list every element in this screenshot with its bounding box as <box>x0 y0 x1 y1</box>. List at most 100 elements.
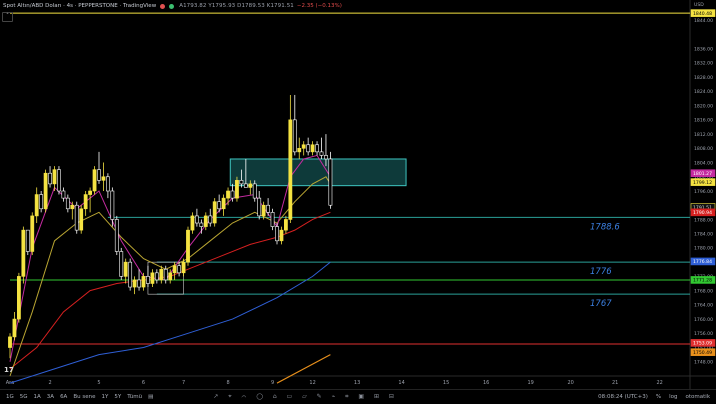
candle-body <box>319 151 324 156</box>
candle-body <box>74 204 79 231</box>
percent-toggle[interactable]: % <box>655 394 662 400</box>
x-tick-label: 22 <box>657 380 663 386</box>
candle-body <box>324 155 328 160</box>
candle-body <box>195 215 199 224</box>
price-tag-label: 1776.84 <box>693 259 712 265</box>
tradingview-logo: 17 <box>4 366 14 374</box>
price-tag-label: 1840.48 <box>693 11 712 17</box>
y-tick-label: 1844.00 <box>694 18 713 24</box>
candle-body <box>30 215 35 252</box>
candle-body <box>21 229 26 277</box>
candle-body <box>257 197 262 217</box>
price-tag <box>690 208 716 217</box>
status-dot-icon <box>160 3 166 9</box>
chevron-up-icon[interactable]: ˆ <box>2 12 13 22</box>
candle-body <box>137 279 141 288</box>
auto-toggle[interactable]: otomatik <box>685 394 710 400</box>
candle-body <box>243 183 248 188</box>
y-tick-label: 1800.00 <box>694 175 713 181</box>
x-tick-label: 21 <box>612 380 618 386</box>
range-1G[interactable]: 1G <box>6 394 14 400</box>
candle-body <box>70 204 75 210</box>
candle-body <box>48 172 52 185</box>
candle-body <box>275 226 279 242</box>
price-tag-label: 1790.94 <box>693 210 712 216</box>
currency-label: USD <box>694 2 704 8</box>
range-tumu[interactable]: Tümü <box>127 394 143 400</box>
candle-body <box>235 180 239 199</box>
candle-body <box>101 176 106 181</box>
price-tag-label: 1750.49 <box>693 350 712 356</box>
range-5Y[interactable]: 5Y <box>114 394 122 400</box>
y-tick-label: 1832.00 <box>694 61 713 67</box>
ema-orange-line <box>276 354 331 384</box>
candle-body <box>159 268 164 281</box>
x-tick-label: 9 <box>271 380 274 386</box>
candle-body <box>65 197 70 210</box>
candle-body <box>199 222 204 227</box>
y-tick-label: 1824.00 <box>694 89 713 95</box>
candle-body <box>177 265 182 274</box>
candle-body <box>16 276 21 320</box>
log-toggle[interactable]: log <box>669 394 678 400</box>
y-tick-label: 1768.00 <box>694 288 713 294</box>
x-tick-label: 13 <box>354 380 360 386</box>
x-tick-label: 15 <box>443 380 449 386</box>
candle-body <box>270 212 275 227</box>
range-6A[interactable]: 6A <box>60 394 68 400</box>
y-tick-label: 1748.00 <box>694 360 713 366</box>
candle-body <box>146 276 150 284</box>
range-bu-sene[interactable]: Bu sene <box>73 394 96 400</box>
candle-body <box>43 172 48 210</box>
x-tick-label: 6 <box>142 380 145 386</box>
candle-body <box>288 119 293 220</box>
x-tick-label: 14 <box>398 380 404 386</box>
y-tick-label: 1836.00 <box>694 46 713 52</box>
candle-body <box>83 194 88 210</box>
candle-body <box>328 158 333 206</box>
candle-body <box>61 190 66 199</box>
y-tick-label: 1756.00 <box>694 331 713 337</box>
candle-body <box>57 169 61 192</box>
y-tick-label: 1796.00 <box>694 189 713 195</box>
candle-body <box>203 215 208 227</box>
candle-body <box>283 219 288 231</box>
range-1Y[interactable]: 1Y <box>101 394 109 400</box>
candle-body <box>114 219 119 252</box>
price-tag-label: 1771.28 <box>693 278 712 284</box>
y-tick-label: 1760.00 <box>694 317 713 323</box>
candle-body <box>163 268 168 281</box>
calendar-icon[interactable]: ▤ <box>148 394 154 400</box>
y-tick-label: 1808.00 <box>694 146 713 152</box>
ohlc-values: A1793.82 Y1795.93 D1789.53 K1791.51 <box>179 3 294 9</box>
y-tick-label: 1788.00 <box>694 217 713 223</box>
candle-body <box>230 190 235 199</box>
candle-body <box>310 144 315 153</box>
price-tag <box>690 257 716 266</box>
price-tag <box>690 169 716 178</box>
candle-body <box>208 215 213 224</box>
drawing-tools-icons[interactable]: ↗ ⌖ ⌒ ◯ ⌂ ▭ ▱ ✎ ⌁ ⌗ ▣ ⊞ ⊟ <box>213 393 398 400</box>
candle-body <box>123 261 128 277</box>
candle-body <box>190 215 195 231</box>
candle-body <box>168 272 173 281</box>
change-value: −2.35 (−0.13%) <box>296 3 342 9</box>
candle-body <box>141 276 146 288</box>
price-tag-label: 1799.12 <box>693 180 712 186</box>
price-tag-label: 1753.09 <box>693 341 712 347</box>
range-1A[interactable]: 1A <box>33 394 41 400</box>
range-5G[interactable]: 5G <box>19 394 28 400</box>
price-tag <box>690 348 716 356</box>
price-tag-label: 1801.27 <box>693 171 712 177</box>
candle-body <box>172 265 177 274</box>
level-annotation: 1788.6 <box>590 222 620 232</box>
candle-body <box>97 169 101 181</box>
candle-body <box>119 251 124 277</box>
range-3A[interactable]: 3A <box>46 394 55 400</box>
price-tag <box>690 339 716 347</box>
x-tick-label: 16 <box>483 380 489 386</box>
symbol-title[interactable]: Spot Altın/ABD Doları · 4s · PEPPERSTONE… <box>3 3 157 9</box>
candle-body <box>110 190 115 220</box>
y-tick-label: 1780.00 <box>694 246 713 252</box>
